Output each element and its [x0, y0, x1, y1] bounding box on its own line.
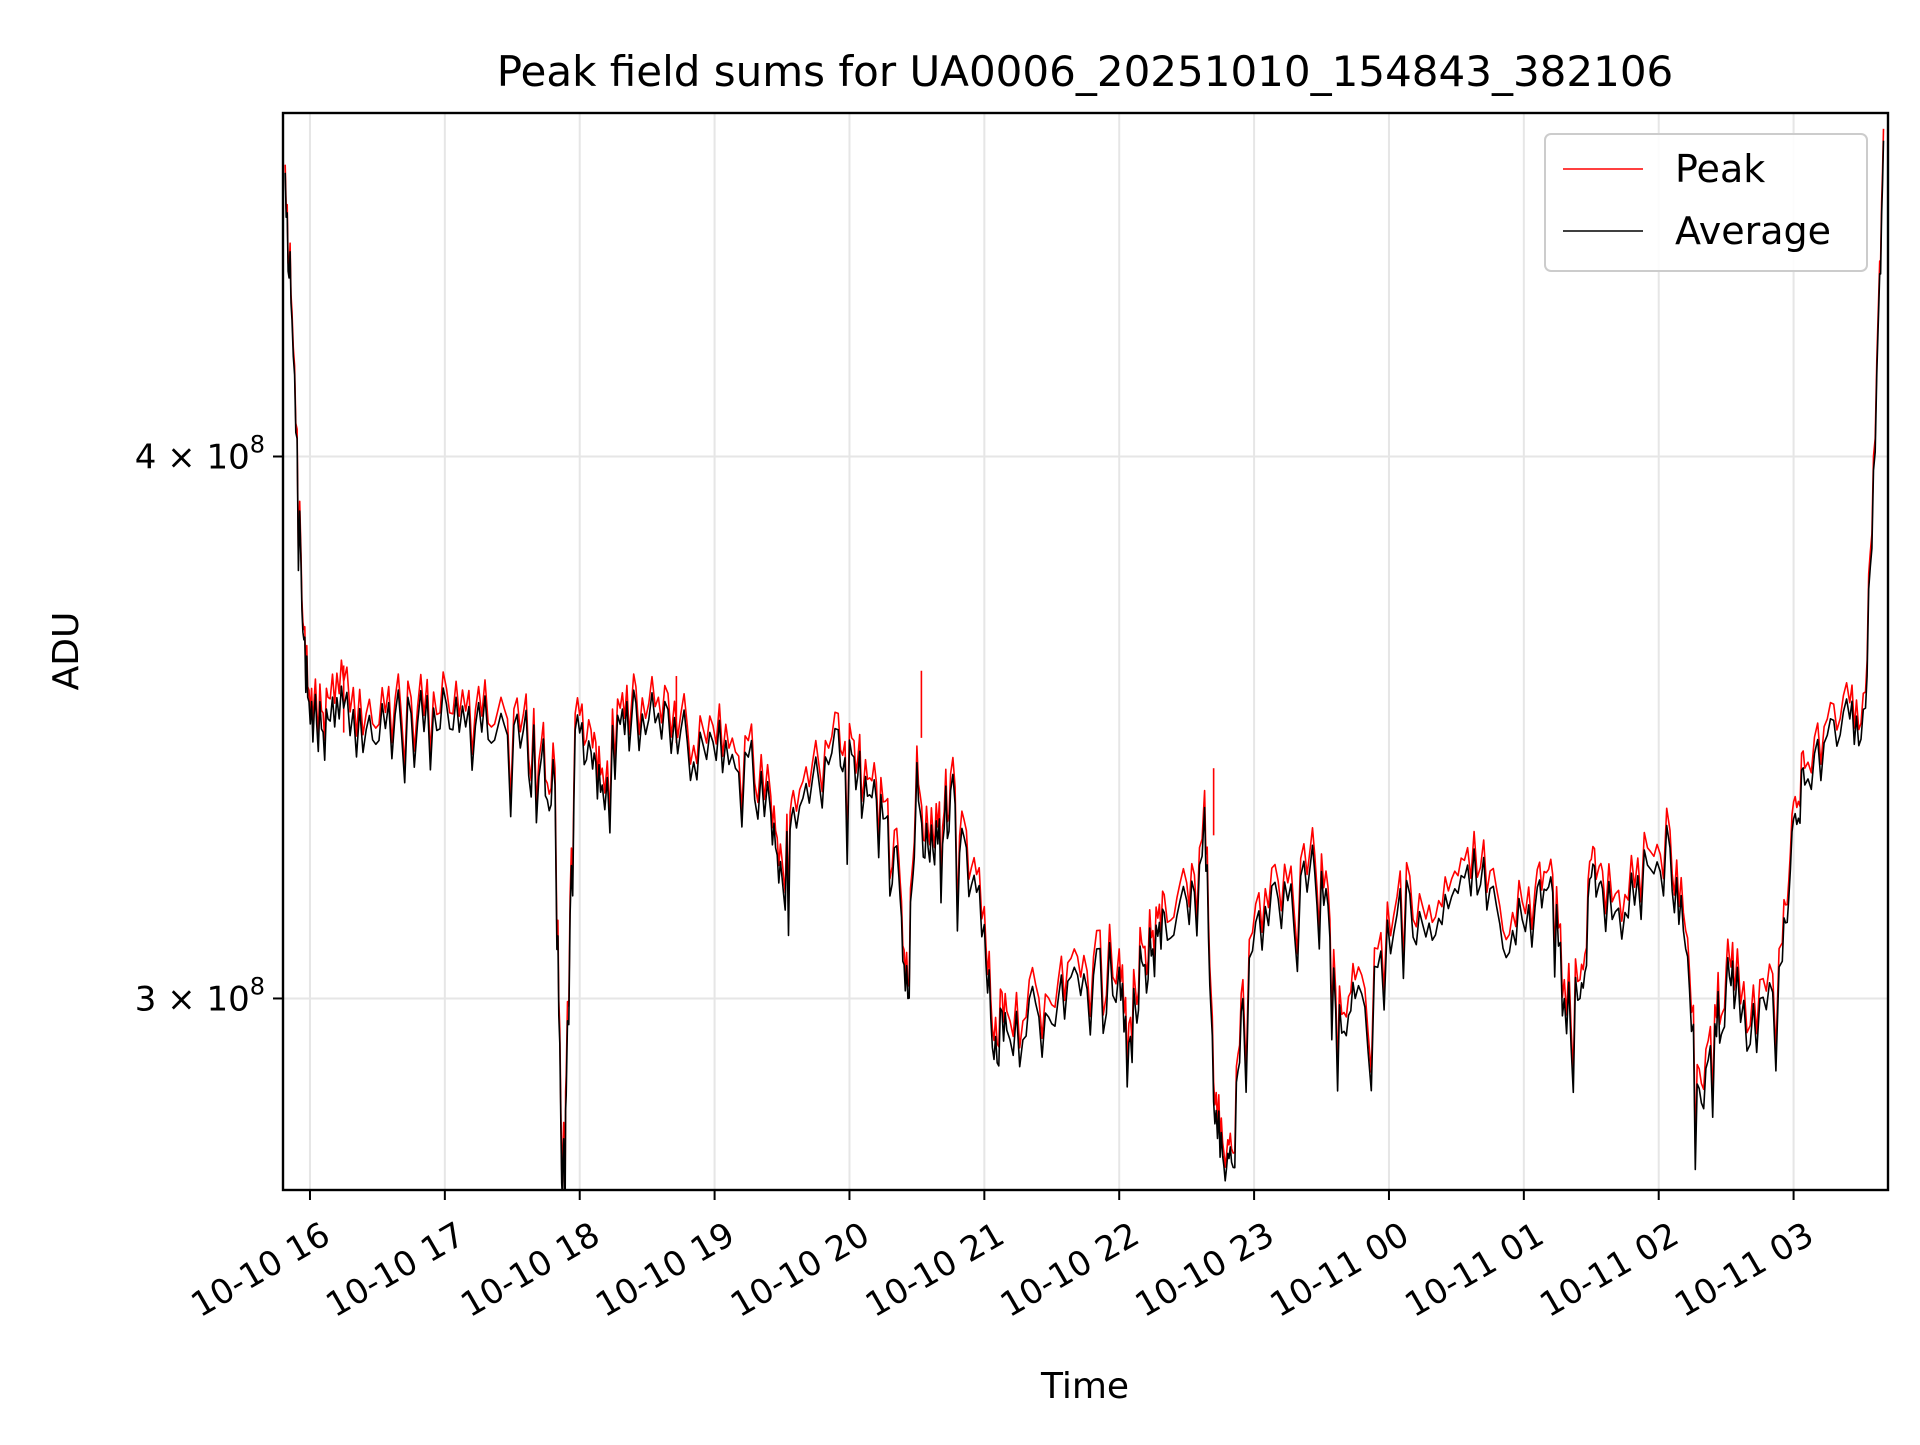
legend-label-average: Average	[1675, 209, 1831, 253]
plot-frame	[281, 111, 1890, 1192]
series-line-average	[284, 140, 1885, 1190]
series-area	[284, 128, 1885, 1190]
y-axis: 3 × 108 4 × 108	[135, 430, 283, 1019]
series-layer	[284, 128, 1885, 1190]
y-tick-label: 3 × 108	[135, 972, 265, 1019]
legend: Peak Average	[1544, 133, 1868, 272]
legend-label-peak: Peak	[1675, 147, 1765, 191]
y-axis-label: ADU	[46, 612, 87, 691]
grid	[283, 113, 1888, 1190]
chart-title: Peak field sums for UA0006_20251010_1548…	[497, 47, 1674, 96]
x-axis-label: Time	[1040, 1366, 1129, 1407]
y-tick-label: 4 × 108	[135, 430, 265, 477]
